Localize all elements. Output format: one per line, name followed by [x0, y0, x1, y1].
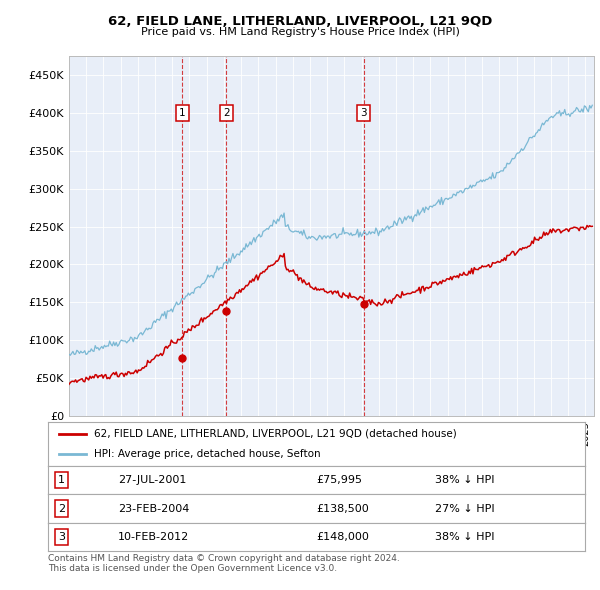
Text: HPI: Average price, detached house, Sefton: HPI: Average price, detached house, Seft… — [94, 449, 320, 459]
Text: £148,000: £148,000 — [317, 532, 370, 542]
Text: 23-FEB-2004: 23-FEB-2004 — [118, 504, 189, 513]
Text: 1: 1 — [179, 108, 185, 118]
Text: 1: 1 — [58, 476, 65, 485]
Text: 10-FEB-2012: 10-FEB-2012 — [118, 532, 189, 542]
Text: 2: 2 — [58, 504, 65, 513]
Text: 3: 3 — [360, 108, 367, 118]
Text: 27% ↓ HPI: 27% ↓ HPI — [434, 504, 494, 513]
Text: Price paid vs. HM Land Registry's House Price Index (HPI): Price paid vs. HM Land Registry's House … — [140, 27, 460, 37]
Text: Contains HM Land Registry data © Crown copyright and database right 2024.
This d: Contains HM Land Registry data © Crown c… — [48, 554, 400, 573]
Text: 62, FIELD LANE, LITHERLAND, LIVERPOOL, L21 9QD: 62, FIELD LANE, LITHERLAND, LIVERPOOL, L… — [108, 15, 492, 28]
Text: 38% ↓ HPI: 38% ↓ HPI — [434, 476, 494, 485]
Text: 3: 3 — [58, 532, 65, 542]
Text: 27-JUL-2001: 27-JUL-2001 — [118, 476, 186, 485]
Text: £138,500: £138,500 — [317, 504, 369, 513]
Text: £75,995: £75,995 — [317, 476, 362, 485]
Text: 38% ↓ HPI: 38% ↓ HPI — [434, 532, 494, 542]
Text: 62, FIELD LANE, LITHERLAND, LIVERPOOL, L21 9QD (detached house): 62, FIELD LANE, LITHERLAND, LIVERPOOL, L… — [94, 429, 457, 439]
Text: 2: 2 — [223, 108, 230, 118]
